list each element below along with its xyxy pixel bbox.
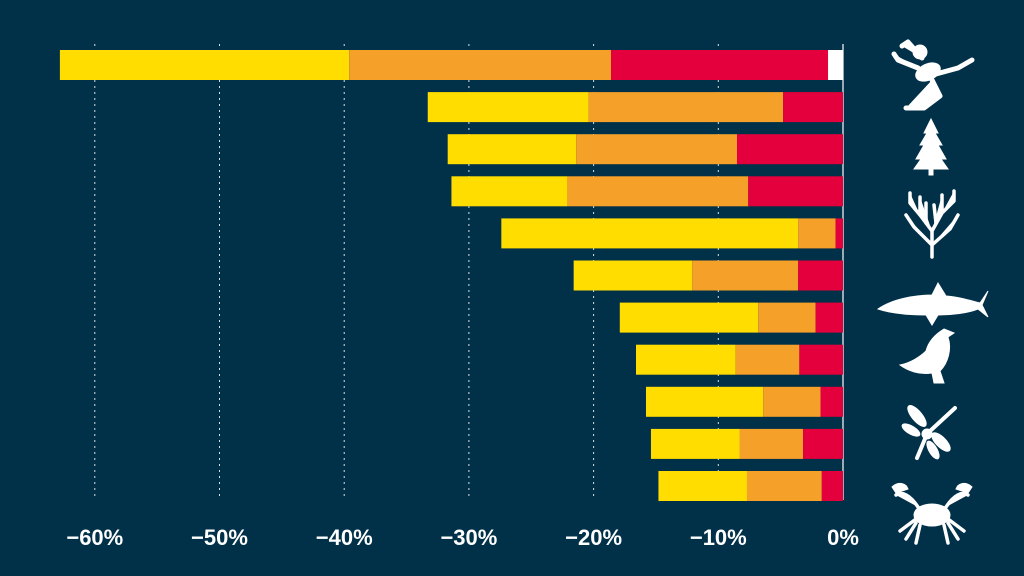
- x-axis-tick-labels: −60% −50% −40% −30% −20% −10% 0%: [66, 525, 859, 550]
- bar-row-9-segment-2: [739, 428, 804, 459]
- bar-row-10-segment-2: [746, 471, 822, 501]
- x-tick-label-6: 0%: [827, 525, 859, 550]
- bar-row-0-segment-4: [828, 50, 843, 80]
- bar-row-1-segment-2: [588, 92, 784, 123]
- bar-row-6-segment-2: [758, 302, 816, 333]
- bar-row-3-segment-1: [451, 176, 568, 207]
- conifer-icon: [913, 117, 949, 176]
- bar-row-0-segment-2: [349, 50, 612, 80]
- bar-row-6-segment-3: [815, 302, 843, 333]
- bar-row-1-segment-1: [427, 92, 589, 123]
- bar-row-4-segment-3: [835, 218, 843, 249]
- bar-row-6-segment-1: [619, 302, 759, 333]
- bar-row-10-segment-1: [658, 471, 747, 501]
- bar-row-10-segment-3: [821, 471, 843, 501]
- bar-row-2-segment-2: [576, 134, 738, 165]
- bar-row-2-segment-1: [447, 134, 577, 165]
- shark-icon: [876, 281, 989, 326]
- bars: [59, 50, 843, 501]
- x-tick-label-1: −50%: [191, 525, 248, 550]
- bar-row-3-segment-3: [748, 176, 843, 207]
- bar-row-4-segment-2: [798, 218, 836, 249]
- bar-row-8-segment-1: [645, 386, 764, 417]
- bar-row-9-segment-3: [803, 428, 843, 459]
- x-tick-label-5: −10%: [690, 525, 747, 550]
- bar-row-1-segment-3: [783, 92, 843, 123]
- x-tick-label-0: −60%: [66, 525, 123, 550]
- bar-row-4-segment-1: [501, 218, 799, 249]
- dragonfly-icon: [901, 405, 957, 460]
- row-icons: [876, 39, 989, 545]
- bar-row-8-segment-2: [763, 386, 821, 417]
- bar-row-2-segment-3: [737, 134, 843, 165]
- bar-row-8-segment-3: [820, 386, 843, 417]
- bar-row-5-segment-3: [798, 260, 843, 291]
- x-tick-label-2: −40%: [316, 525, 373, 550]
- x-tick-label-3: −30%: [440, 525, 497, 550]
- bar-row-7-segment-1: [635, 344, 736, 375]
- bar-row-7-segment-2: [735, 344, 800, 375]
- bar-row-7-segment-3: [799, 344, 843, 375]
- eagle-icon: [898, 328, 956, 384]
- bar-row-9-segment-1: [650, 428, 740, 459]
- bar-row-3-segment-2: [567, 176, 749, 207]
- bar-row-0-segment-1: [59, 50, 350, 80]
- bar-row-5-segment-2: [692, 260, 799, 291]
- x-tick-label-4: −20%: [565, 525, 622, 550]
- coral-icon: [904, 189, 960, 259]
- bar-row-0-segment-3: [611, 50, 829, 80]
- frog-icon: [891, 39, 975, 111]
- bar-row-5-segment-1: [573, 260, 693, 291]
- crab-icon: [891, 482, 973, 545]
